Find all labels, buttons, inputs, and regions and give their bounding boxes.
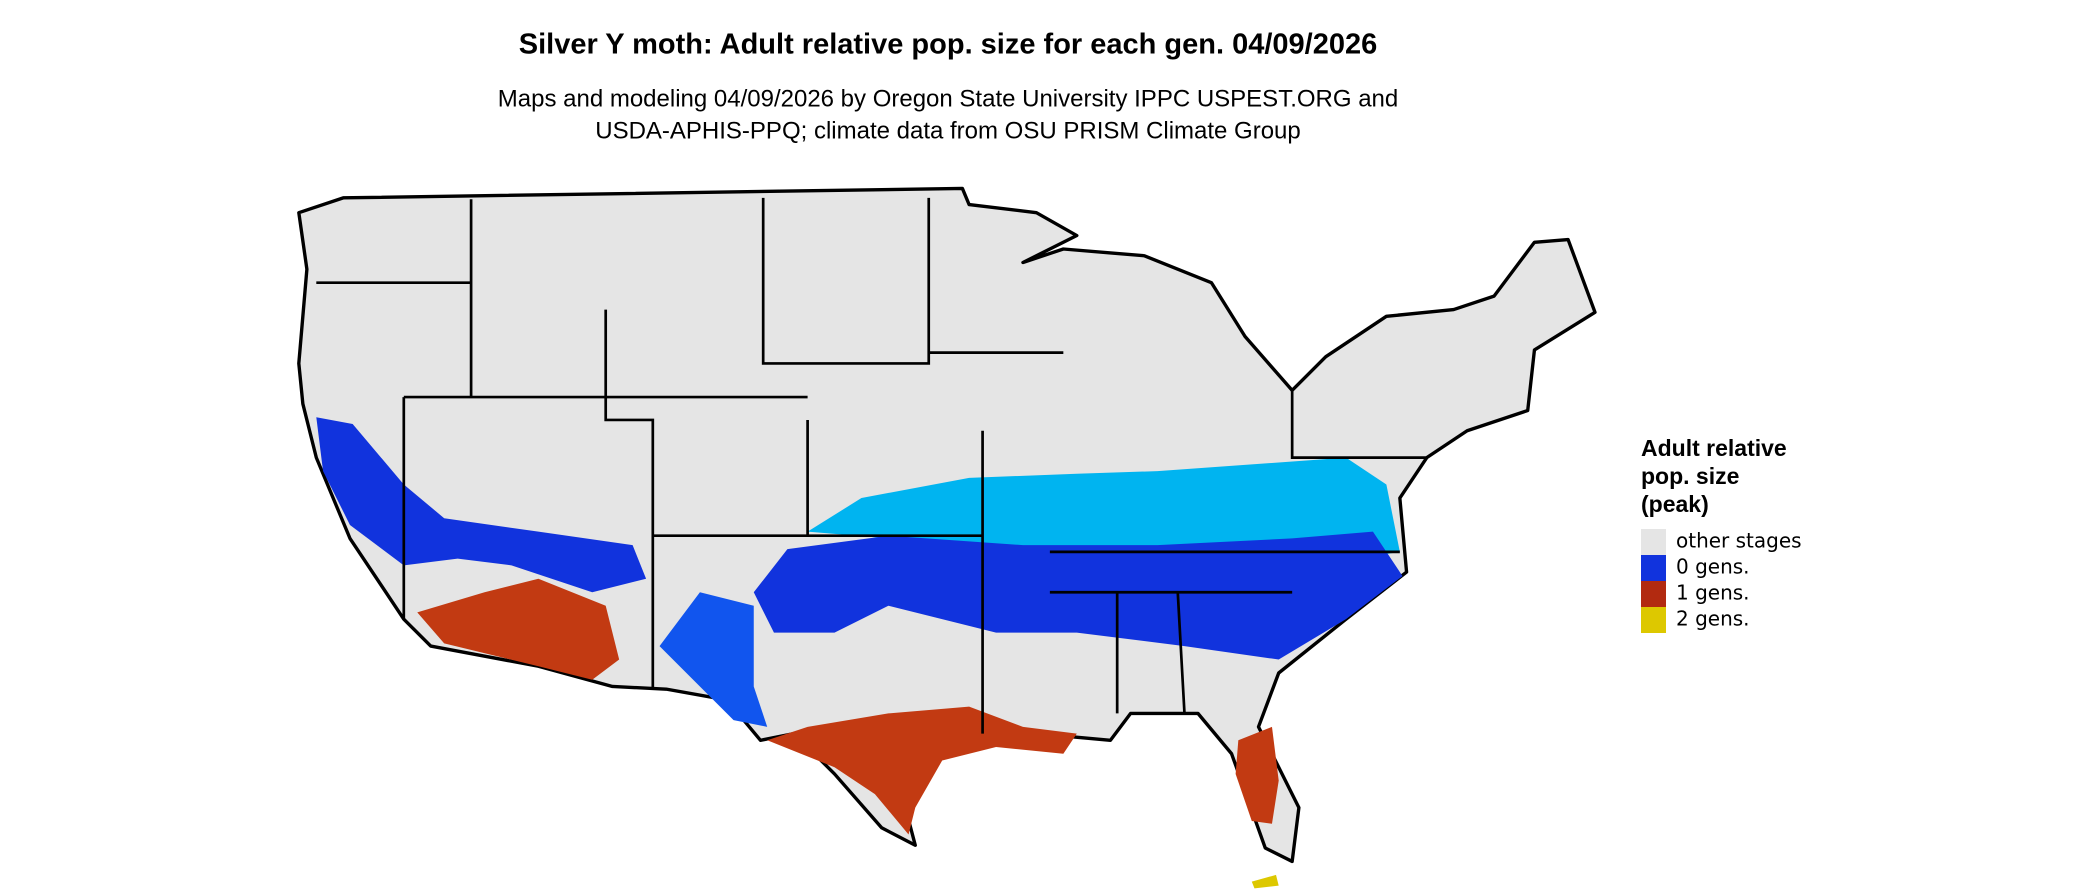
legend-label: 1 gens. [1676,581,1750,605]
pop-red-fl [1235,726,1279,824]
legend-label: 2 gens. [1676,607,1750,631]
pop-blue-west [316,417,647,593]
legend-label: 0 gens. [1676,555,1750,579]
subtitle-line: USDA-APHIS-PPQ; climate data from OSU PR… [595,117,1301,144]
map-title: Silver Y moth: Adult relative pop. size … [519,29,1378,61]
legend-swatch [1641,607,1666,633]
pop-yellow [1251,874,1279,889]
pop-red-gulf [767,706,1077,835]
subtitle-line: Maps and modeling 04/09/2026 by Oregon S… [498,85,1398,112]
legend-title: (peak) [1641,491,1709,517]
legend-swatch [1641,529,1666,555]
pop-light-blue [807,457,1400,566]
pop-blue [753,531,1403,660]
subtitle: Maps and modeling 04/09/2026 by Oregon S… [498,85,1398,144]
state-lines [316,197,1427,734]
pop-blue-sw [659,592,768,727]
legend-title: Adult relative [1641,435,1787,461]
pop-red-sw [417,578,620,680]
map [297,186,1597,889]
legend-swatch [1641,581,1666,607]
legend-swatch [1641,555,1666,581]
legend-label: other stages [1676,529,1802,553]
legend-title: pop. size [1641,463,1739,489]
